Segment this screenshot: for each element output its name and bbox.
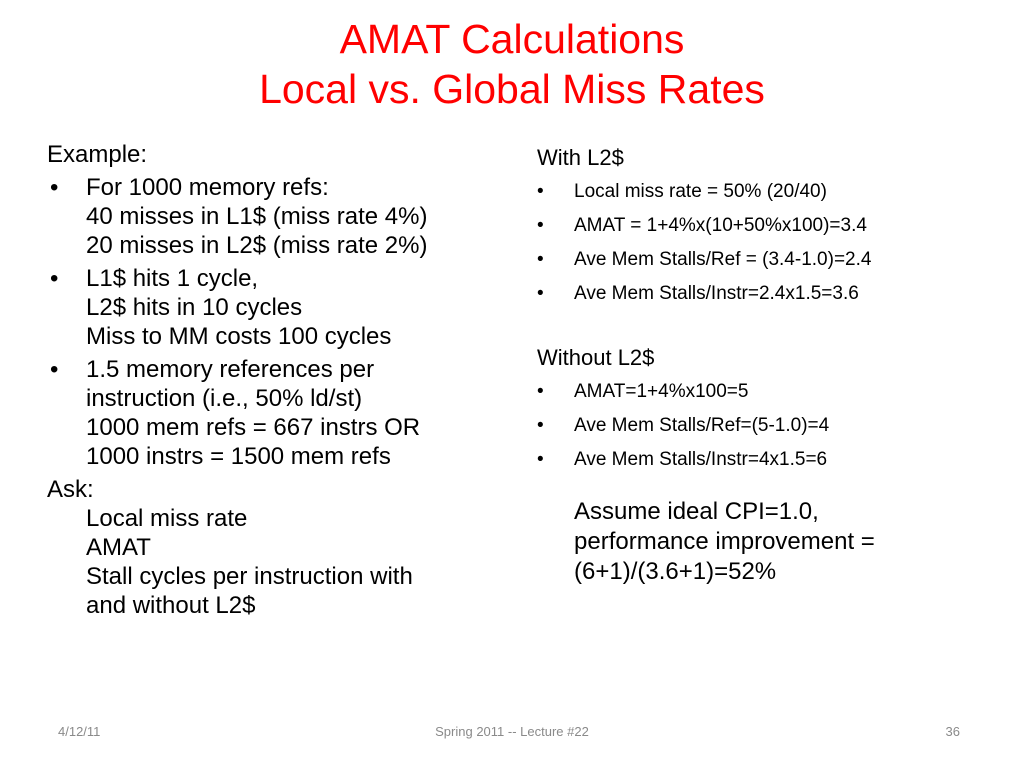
footer-page-number: 36 <box>945 724 960 739</box>
left-column: Example: • For 1000 memory refs: 40 miss… <box>47 140 527 620</box>
ask-item: Local miss rate <box>86 505 248 532</box>
bullet-line: 1.5 memory references per <box>86 356 375 383</box>
item-text: Ave Mem Stalls/Instr=2.4x1.5=3.6 <box>574 283 859 304</box>
bullet-dot: • <box>537 249 544 270</box>
bullet-dot: • <box>537 415 544 436</box>
note-line: (6+1)/(3.6+1)=52% <box>574 558 777 585</box>
with-l2-item: • Ave Mem Stalls/Ref = (3.4-1.0)=2.4 <box>537 245 1007 275</box>
with-l2-heading: With L2$ <box>537 145 624 170</box>
footer-lecture: Spring 2011 -- Lecture #22 <box>435 724 589 739</box>
bullet-dot: • <box>537 181 544 202</box>
note-line: Assume ideal CPI=1.0, <box>574 498 819 525</box>
without-l2-item: • Ave Mem Stalls/Instr=4x1.5=6 <box>537 445 1007 475</box>
without-l2-item: • AMAT=1+4%x100=5 <box>537 377 1007 407</box>
bullet-dot: • <box>50 174 59 201</box>
bullet-dot: • <box>50 356 59 383</box>
title-line-1: AMAT Calculations <box>339 16 685 62</box>
item-text: Ave Mem Stalls/Instr=4x1.5=6 <box>574 449 828 470</box>
bullet-dot: • <box>537 215 544 236</box>
ask-item: AMAT <box>86 534 151 561</box>
example-bullet-3: • 1.5 memory references per instruction … <box>47 355 527 471</box>
item-text: AMAT = 1+4%x(10+50%x100)=3.4 <box>574 215 867 236</box>
bullet-dot: • <box>537 283 544 304</box>
bullet-dot: • <box>50 265 59 292</box>
ask-label: Ask: <box>47 476 94 503</box>
bullet-line: 40 misses in L1$ (miss rate 4%) <box>86 203 428 230</box>
bullet-line: For 1000 memory refs: <box>86 174 329 201</box>
without-l2-heading: Without L2$ <box>537 345 655 370</box>
with-l2-list: • Local miss rate = 50% (20/40) • AMAT = 1… <box>537 177 1007 309</box>
example-bullet-2: • L1$ hits 1 cycle, L2$ hits in 10 cycle… <box>47 264 527 351</box>
performance-note: Assume ideal CPI=1.0, performance improv… <box>537 497 1007 587</box>
item-text: AMAT=1+4%x100=5 <box>574 381 749 402</box>
item-text: Local miss rate = 50% (20/40) <box>574 181 827 202</box>
ask-item: Stall cycles per instruction with <box>86 563 413 590</box>
item-text: Ave Mem Stalls/Ref = (3.4-1.0)=2.4 <box>574 249 872 270</box>
bullet-line: instruction (i.e., 50% ld/st) <box>86 385 363 412</box>
note-line: performance improvement = <box>574 528 875 555</box>
bullet-line: L2$ hits in 10 cycles <box>86 294 303 321</box>
with-l2-item: • Local miss rate = 50% (20/40) <box>537 177 1007 207</box>
bullet-line: 1000 instrs = 1500 mem refs <box>86 443 391 470</box>
right-column: With L2$ • Local miss rate = 50% (20/40) … <box>537 143 1007 587</box>
item-text: Ave Mem Stalls/Ref=(5-1.0)=4 <box>574 415 830 436</box>
bullet-dot: • <box>537 381 544 402</box>
bullet-dot: • <box>537 449 544 470</box>
without-l2-item: • Ave Mem Stalls/Ref=(5-1.0)=4 <box>537 411 1007 441</box>
footer-date: 4/12/11 <box>58 724 101 739</box>
without-l2-list: • AMAT=1+4%x100=5 • Ave Mem Stalls/Ref=(5-… <box>537 377 1007 475</box>
title-line-2: Local vs. Global Miss Rates <box>259 66 765 112</box>
bullet-line: 20 misses in L2$ (miss rate 2%) <box>86 232 428 259</box>
slide-title: AMAT Calculations Local vs. Global Miss … <box>0 14 1024 114</box>
bullet-line: 1000 mem refs = 667 instrs OR <box>86 414 421 441</box>
bullet-line: Miss to MM costs 100 cycles <box>86 323 392 350</box>
example-bullet-1: • For 1000 memory refs: 40 misses in L1$… <box>47 173 527 260</box>
example-list: • For 1000 memory refs: 40 misses in L1$… <box>47 173 527 471</box>
bullet-line: L1$ hits 1 cycle, <box>86 265 259 292</box>
ask-item: and without L2$ <box>86 592 256 619</box>
example-label: Example: <box>47 141 148 168</box>
with-l2-item: • AMAT = 1+4%x(10+50%x100)=3.4 <box>537 211 1007 241</box>
with-l2-item: • Ave Mem Stalls/Instr=2.4x1.5=3.6 <box>537 279 1007 309</box>
